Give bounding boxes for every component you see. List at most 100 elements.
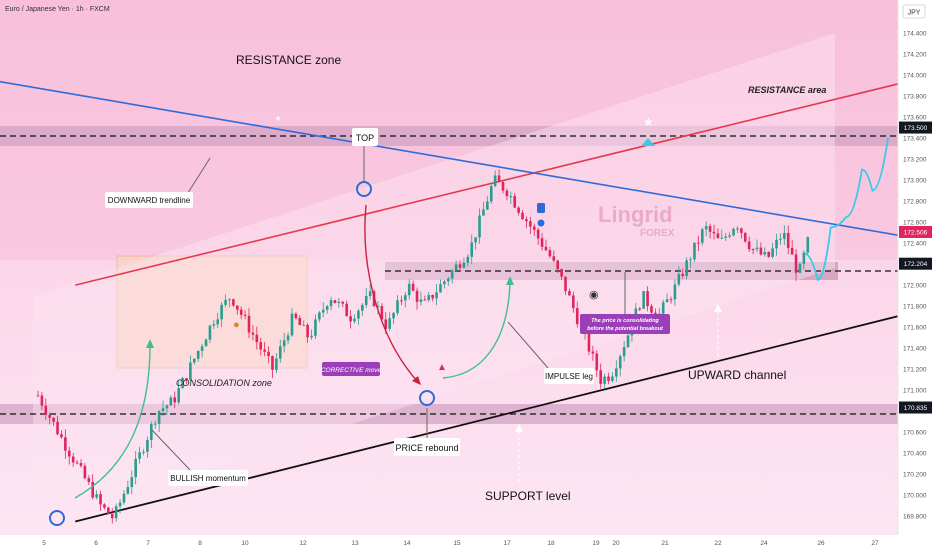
- candle-107: [454, 264, 458, 271]
- candle-184: [755, 247, 759, 250]
- candle-87: [376, 305, 380, 307]
- candle-71: [314, 319, 317, 336]
- time-tick-10: 18: [547, 540, 555, 547]
- upward-channel-pointer-head: [714, 304, 722, 312]
- candle-188: [771, 248, 774, 257]
- candle-55: [251, 332, 255, 335]
- candle-133: [556, 260, 559, 270]
- trendline-pointer: [185, 157, 211, 197]
- time-axis[interactable]: [0, 535, 932, 550]
- upward-channel-support-line[interactable]: [75, 259, 932, 523]
- candle-50: [232, 299, 235, 306]
- candle-73: [321, 309, 325, 313]
- candle-11: [79, 463, 83, 466]
- candle-76: [333, 300, 337, 304]
- svg-text:The price is consolidating: The price is consolidating: [591, 318, 659, 324]
- price-tick-18: 170.400: [903, 451, 927, 458]
- svg-text:TOP: TOP: [356, 133, 374, 143]
- projection-path: [804, 137, 889, 281]
- candle-63: [282, 340, 286, 347]
- projection-arrowhead: [641, 138, 655, 146]
- mid-zone-band: [385, 262, 838, 280]
- downward-trendline[interactable]: [0, 80, 932, 285]
- candle-117: [493, 175, 497, 187]
- candle-89: [384, 319, 388, 329]
- price-badge-label-2: 172.204: [904, 261, 928, 268]
- price-badge-1: [899, 225, 932, 238]
- candle-47: [220, 304, 223, 320]
- candle-58: [263, 349, 266, 352]
- svg-text:BULLISH momentum: BULLISH momentum: [170, 474, 246, 483]
- download-flag-icon: [537, 203, 545, 213]
- symbol-title[interactable]: Euro / Japanese Yen · 1h · FXCM: [5, 6, 110, 13]
- candle-134: [560, 269, 563, 277]
- price-tick-8: 172.800: [903, 199, 927, 206]
- candle-26: [138, 452, 141, 459]
- candle-109: [462, 262, 466, 268]
- candle-191: [783, 232, 786, 239]
- candle-137: [572, 295, 575, 309]
- candle-64: [286, 335, 290, 341]
- candle-41: [196, 350, 200, 359]
- candle-68: [302, 324, 306, 326]
- consolidation-box: [116, 255, 308, 369]
- candle-88: [380, 305, 384, 320]
- candle-48: [224, 299, 227, 305]
- corrective-move-label: CORRECTIVE move: [321, 362, 382, 376]
- candle-187: [767, 251, 771, 257]
- resistance-area-label: RESISTANCE area: [748, 85, 826, 95]
- candles-group: [36, 169, 810, 524]
- candle-85: [368, 291, 372, 297]
- candle-56: [255, 334, 259, 343]
- candle-196: [802, 252, 806, 264]
- price-badge-label-3: 170.835: [904, 405, 928, 412]
- candle-8: [67, 450, 71, 457]
- candle-194: [794, 254, 798, 273]
- price-tick-14: 171.400: [903, 346, 927, 353]
- candle-0: [36, 395, 40, 397]
- star-icon: ★: [643, 115, 654, 129]
- candle-5: [56, 421, 59, 435]
- candle-142: [591, 351, 595, 354]
- candle-91: [392, 312, 395, 319]
- candle-165: [681, 273, 685, 277]
- bullish-pointer: [151, 429, 191, 471]
- candle-34: [169, 397, 173, 406]
- watermark-logo: Lingrid: [598, 202, 673, 227]
- snail-icon: ●: [233, 319, 240, 331]
- candle-190: [779, 238, 782, 240]
- candle-95: [407, 283, 411, 296]
- candle-115: [486, 201, 489, 210]
- time-tick-labels: 5 6 7 8 10 12 13 14 15 17 18 19 20 21 22 24 26 27: [42, 540, 879, 547]
- currency-box[interactable]: [902, 4, 926, 19]
- candle-130: [544, 246, 548, 251]
- resistance-line[interactable]: [75, 28, 932, 286]
- resistance-zone-label: RESISTANCE zone: [236, 53, 341, 67]
- candle-6: [60, 434, 63, 438]
- bullish-momentum-arrowhead: [146, 339, 154, 348]
- candle-125: [525, 219, 528, 222]
- consolidating-note-label: The price is consolidating before the po…: [580, 314, 670, 334]
- candle-145: [603, 376, 606, 384]
- candle-173: [712, 231, 716, 234]
- price-tick-15: 171.200: [903, 367, 927, 374]
- candle-111: [470, 242, 474, 257]
- candle-75: [329, 300, 333, 307]
- candle-172: [708, 226, 712, 232]
- time-tick-17: 27: [871, 540, 879, 547]
- low-marker: [49, 510, 65, 526]
- time-tick-8: 15: [453, 540, 461, 547]
- price-axis[interactable]: [898, 0, 932, 550]
- candle-189: [775, 239, 778, 249]
- time-tick-9: 17: [503, 540, 511, 547]
- eye-icon: ◉: [589, 289, 599, 301]
- svg-text:before the potential breakout: before the potential breakout: [587, 326, 664, 332]
- peak-dot: [537, 219, 545, 227]
- candle-12: [83, 465, 87, 479]
- currency-label: JPY: [908, 10, 921, 17]
- price-tick-6: 173.200: [903, 157, 927, 164]
- candle-108: [458, 264, 462, 268]
- price-tick-7: 173.000: [903, 178, 927, 185]
- candle-112: [474, 237, 477, 243]
